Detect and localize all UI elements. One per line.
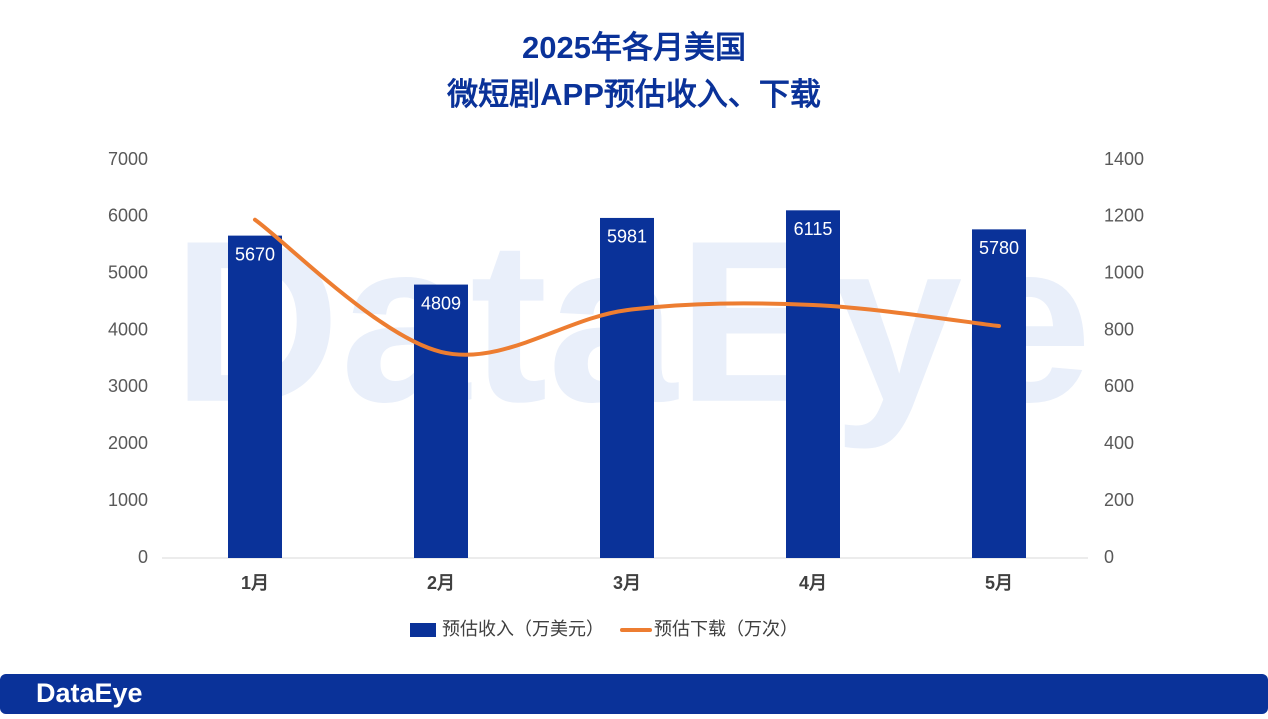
y2-tick-label: 1200: [1104, 206, 1144, 226]
x-tick-label: 3月: [613, 573, 641, 593]
data-label: 5981: [607, 227, 647, 247]
bar: [228, 235, 282, 558]
line: [253, 217, 1001, 357]
y2-tick-label: 600: [1104, 376, 1134, 396]
y-tick-label: 6000: [108, 206, 148, 226]
legend-label: 预估收入（万美元）: [442, 619, 604, 639]
legend-swatch: [410, 623, 436, 637]
chart-title: 微短剧APP预估收入、下载: [446, 77, 821, 112]
y-tick-label: 2000: [108, 433, 148, 453]
y-tick-label: 5000: [108, 262, 148, 282]
y2-tick-label: 1000: [1104, 262, 1144, 282]
x-tick-label: 2月: [427, 573, 455, 593]
y-tick-label: 4000: [108, 319, 148, 339]
data-label: 6115: [794, 219, 833, 239]
data-label: 4809: [421, 293, 461, 313]
brand-logo: DataEye: [36, 678, 143, 708]
y2-tick-label: 400: [1104, 433, 1134, 453]
data-label: 5670: [235, 244, 275, 264]
y-tick-label: 1000: [108, 490, 148, 510]
chart-title: 2025年各月美国: [522, 30, 746, 65]
y2-tick-label: 200: [1104, 490, 1134, 510]
y2-tick-label: 0: [1104, 547, 1114, 567]
bar: [414, 284, 468, 558]
bar: [600, 217, 654, 558]
legend-label: 预估下载（万次）: [654, 619, 798, 639]
footer-bar: [0, 674, 1268, 714]
bar: [972, 229, 1026, 558]
x-tick-label: 5月: [985, 573, 1013, 593]
x-tick-label: 1月: [241, 573, 269, 593]
bar: [786, 210, 840, 558]
y-tick-label: 0: [138, 547, 148, 567]
y2-tick-label: 800: [1104, 319, 1134, 339]
data-label: 5780: [979, 238, 1019, 258]
x-tick-label: 4月: [799, 573, 827, 593]
y2-tick-label: 1400: [1104, 149, 1144, 169]
y-tick-label: 7000: [108, 149, 148, 169]
y-tick-label: 3000: [108, 376, 148, 396]
